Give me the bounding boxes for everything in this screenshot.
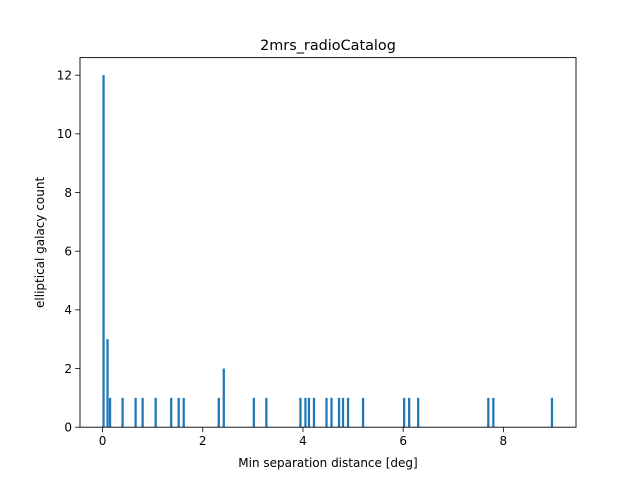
histogram-bar bbox=[265, 397, 268, 428]
histogram-bar bbox=[222, 368, 225, 428]
histogram-bar bbox=[141, 397, 144, 428]
histogram-bar bbox=[108, 397, 112, 428]
y-tick-label: 6 bbox=[64, 245, 72, 259]
histogram-bar bbox=[154, 397, 157, 428]
chart-title: 2mrs_radioCatalog bbox=[260, 38, 396, 54]
x-tick-label: 4 bbox=[299, 434, 307, 448]
y-tick-label: 0 bbox=[64, 421, 72, 435]
histogram-bar bbox=[177, 397, 180, 428]
histogram-bar bbox=[550, 397, 554, 428]
y-axis-label: elliptical galacy count bbox=[33, 177, 47, 308]
y-tick-label: 12 bbox=[57, 69, 72, 83]
histogram-bar bbox=[304, 397, 307, 428]
histogram-bar bbox=[134, 397, 137, 428]
histogram-bar bbox=[492, 397, 495, 428]
histogram-bar bbox=[408, 397, 411, 428]
plot-frame bbox=[79, 57, 577, 428]
y-tick-label: 2 bbox=[64, 362, 72, 376]
histogram-bar bbox=[417, 397, 420, 428]
histogram-bar bbox=[170, 397, 173, 428]
x-tick-label: 8 bbox=[500, 434, 508, 448]
x-tick-label: 0 bbox=[99, 434, 107, 448]
histogram-bar bbox=[325, 397, 328, 428]
histogram-bar bbox=[307, 397, 311, 428]
histogram-bar bbox=[217, 397, 220, 428]
histogram-bar bbox=[312, 397, 316, 428]
histogram-bar bbox=[299, 397, 302, 428]
histogram-bar bbox=[487, 397, 490, 428]
histogram-bar bbox=[337, 397, 341, 428]
x-tick-label: 2 bbox=[199, 434, 207, 448]
histogram-bar bbox=[341, 397, 345, 428]
histogram-bar bbox=[121, 397, 124, 428]
histogram-bar bbox=[330, 397, 333, 428]
histogram-bar bbox=[102, 75, 105, 428]
histogram-bar bbox=[346, 397, 350, 428]
histogram-bar bbox=[252, 397, 255, 428]
histogram-bar bbox=[106, 339, 109, 428]
y-tick-label: 10 bbox=[57, 127, 72, 141]
y-axis-ticks: 0 2 4 6 8 10 12 bbox=[57, 69, 80, 435]
y-tick-label: 4 bbox=[64, 303, 72, 317]
bars-group bbox=[102, 75, 554, 428]
x-axis-ticks: 0 2 4 6 8 bbox=[99, 427, 507, 448]
y-tick-label: 8 bbox=[64, 186, 72, 200]
x-tick-label: 6 bbox=[399, 434, 407, 448]
histogram-bar bbox=[403, 397, 406, 428]
histogram-bar bbox=[182, 397, 185, 428]
x-axis-label: Min separation distance [deg] bbox=[238, 456, 417, 470]
histogram-bar bbox=[361, 397, 365, 428]
